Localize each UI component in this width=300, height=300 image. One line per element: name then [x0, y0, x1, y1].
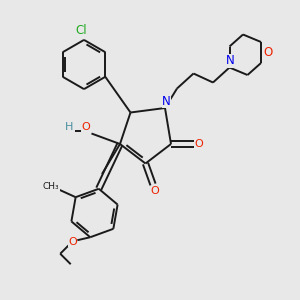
Text: CH₃: CH₃ — [42, 182, 59, 191]
Text: N: N — [226, 54, 235, 68]
Text: O: O — [150, 186, 159, 196]
Text: O: O — [81, 122, 90, 132]
Text: Cl: Cl — [75, 24, 87, 38]
Text: N: N — [162, 95, 171, 108]
Text: O: O — [263, 46, 272, 59]
Text: O: O — [68, 237, 77, 247]
Text: O: O — [194, 139, 203, 149]
Text: H: H — [65, 122, 73, 132]
